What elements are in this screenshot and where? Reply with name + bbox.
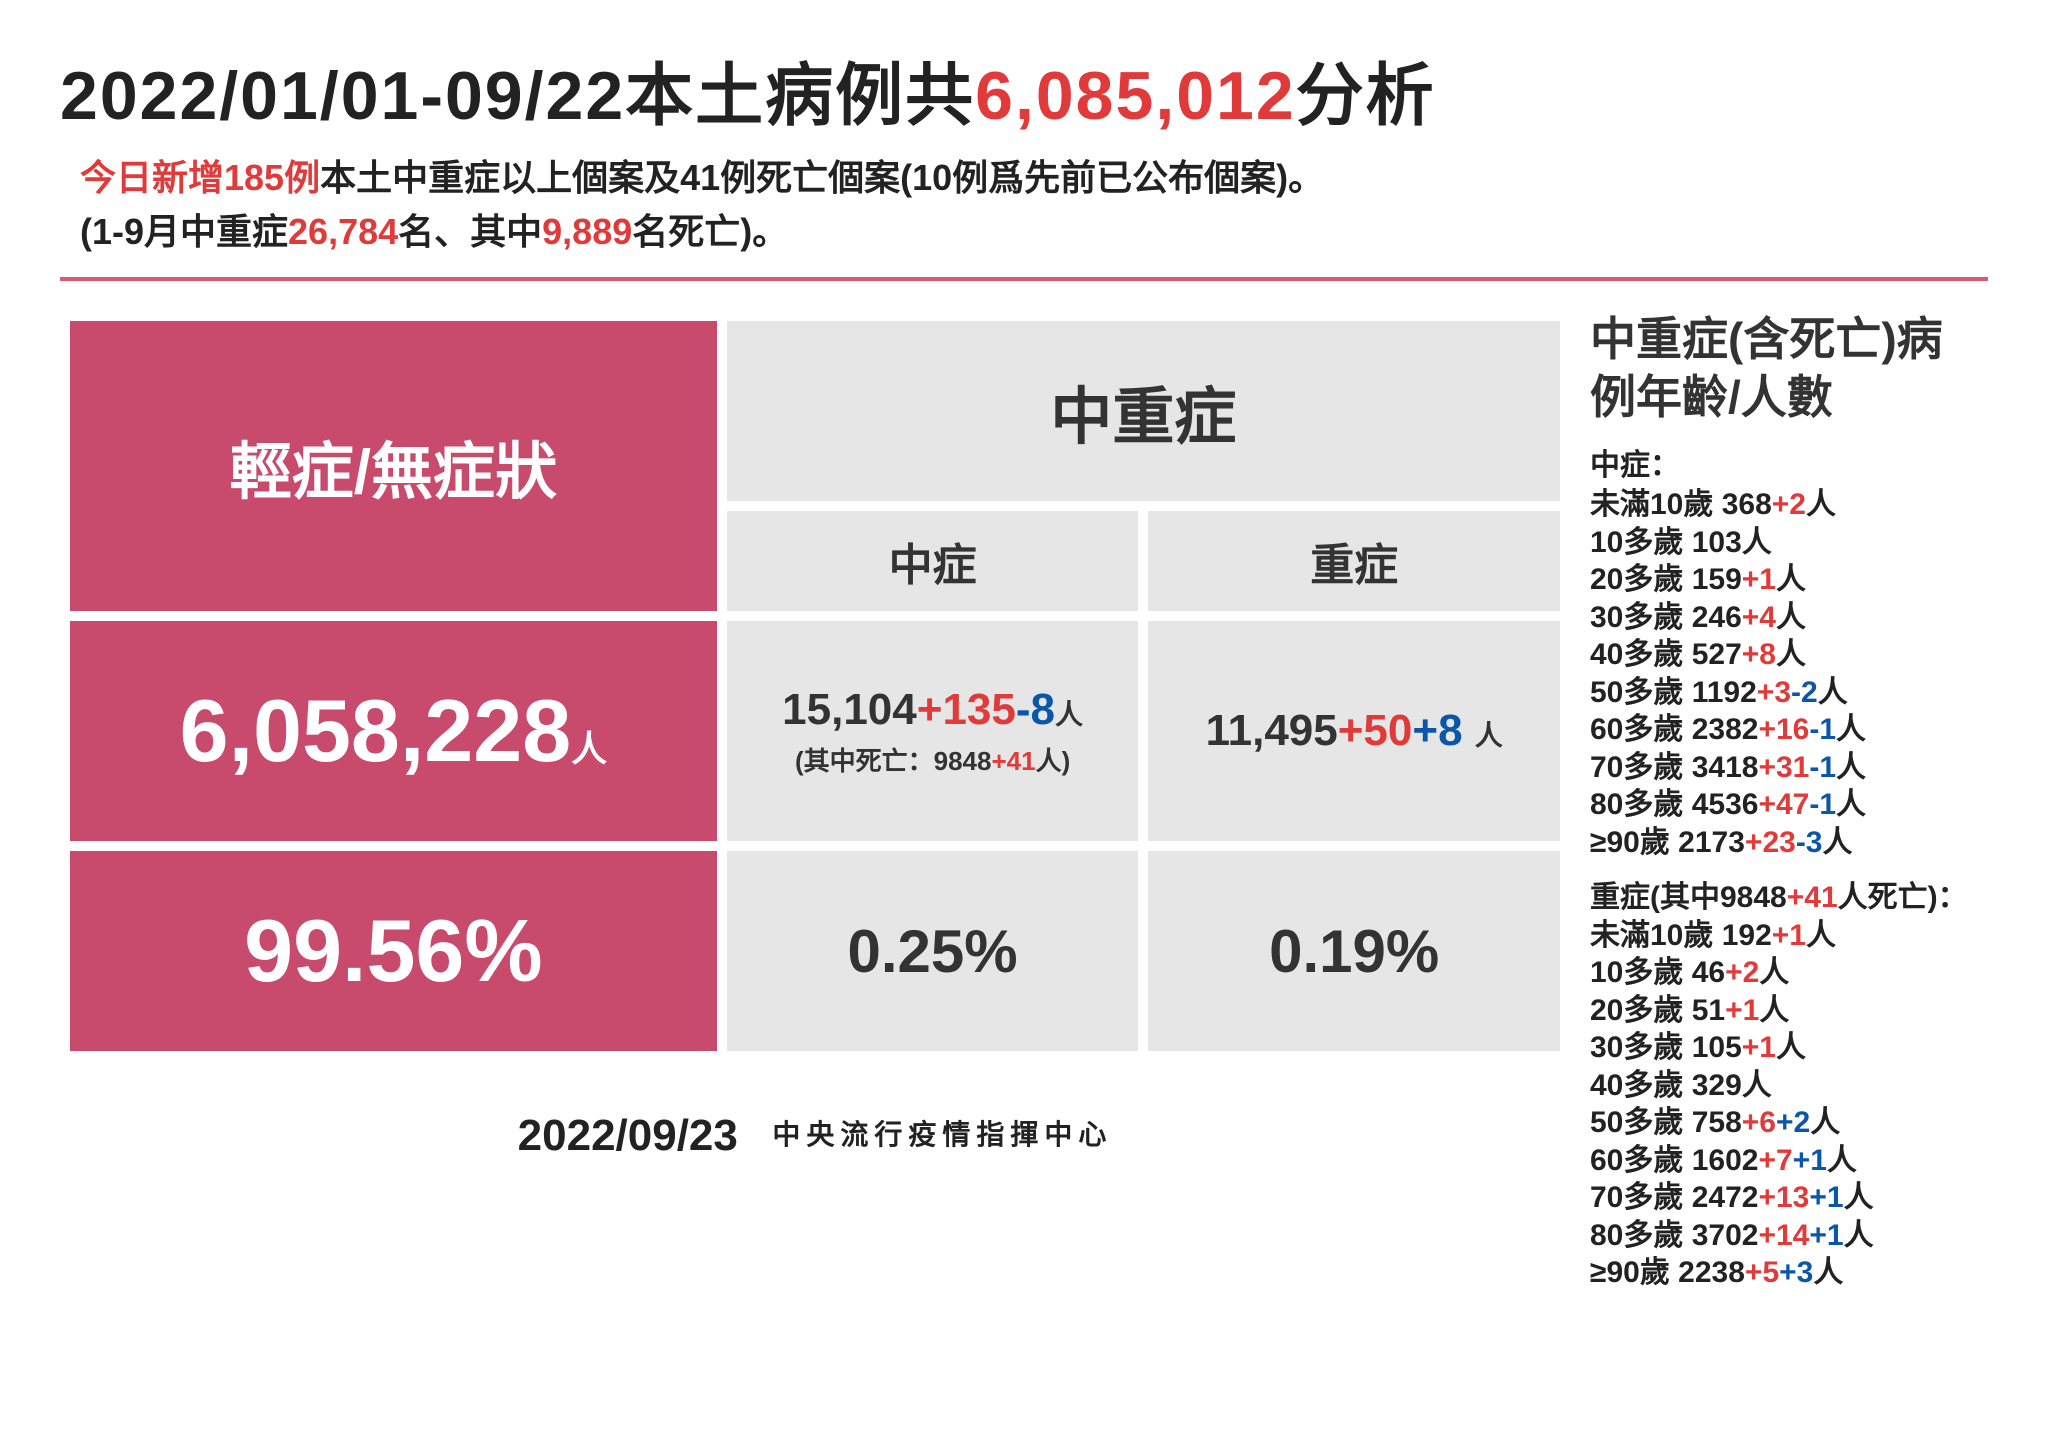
sev-label: 重症 [1148,511,1560,611]
sev-pct: 0.19% [1148,851,1560,1051]
age-row: 10多歲 103人 [1590,524,1988,562]
age-row: 30多歲 246+4人 [1590,599,1988,637]
age-row: 未滿10歲 368+2人 [1590,486,1988,524]
footer-source: 中央流行疫情指揮中心 [772,1113,1112,1153]
mild-header: 輕症/無症狀 [70,321,717,611]
age-row: 30多歲 105+1人 [1590,1029,1988,1067]
subtitle: 今日新增185例本土中重症以上個案及41例死亡個案(10例爲先前已公布個案)。 … [60,151,1988,259]
footer-date: 2022/09/23 [518,1111,738,1161]
mid-section-label: 中症： [1590,440,1988,484]
mild-count: 6,058,228人 [70,621,717,841]
age-breakdown-title: 中重症(含死亡)病例年齡/人數 [1590,311,1988,426]
page-title: 2022/01/01-09/22本土病例共6,085,012分析 [60,40,1988,139]
sev-count: 11,495+50+8 人 [1148,621,1560,841]
age-row: 40多歲 527+8人 [1590,636,1988,674]
age-row: 50多歲 1192+3-2人 [1590,674,1988,712]
mid-count: 15,104+135-8人 (其中死亡：9848+41人) [727,621,1139,841]
age-row: 50多歲 758+6+2人 [1590,1104,1988,1142]
age-row: 未滿10歲 192+1人 [1590,917,1988,955]
divider [60,277,1988,281]
mid-label: 中症 [727,511,1139,611]
age-row: 20多歲 159+1人 [1590,561,1988,599]
age-row: ≥90歲 2173+23-3人 [1590,824,1988,862]
summary-table: 輕症/無症狀 中重症 中症 重症 6,058,228人 15,104+135-8… [60,311,1570,1061]
age-row: ≥90歲 2238+5+3人 [1590,1254,1988,1292]
severe-header: 中重症 [727,321,1560,501]
age-row: 80多歲 4536+47-1人 [1590,786,1988,824]
age-row: 70多歲 2472+13+1人 [1590,1179,1988,1217]
sev-section-label: 重症(其中9848+41人死亡)： [1590,879,1988,917]
age-row: 20多歲 51+1人 [1590,992,1988,1030]
footer: 2022/09/23 中央流行疫情指揮中心 [60,1111,1570,1161]
age-breakdown: 中重症(含死亡)病例年齡/人數 中症： 未滿10歲 368+2人10多歲 103… [1590,311,1988,1292]
age-row: 60多歲 2382+16-1人 [1590,711,1988,749]
age-row: 80多歲 3702+14+1人 [1590,1217,1988,1255]
age-row: 60多歲 1602+7+1人 [1590,1142,1988,1180]
age-row: 10多歲 46+2人 [1590,954,1988,992]
age-row: 70多歲 3418+31-1人 [1590,749,1988,787]
mid-pct: 0.25% [727,851,1139,1051]
mild-pct: 99.56% [70,851,717,1051]
age-row: 40多歲 329人 [1590,1067,1988,1105]
